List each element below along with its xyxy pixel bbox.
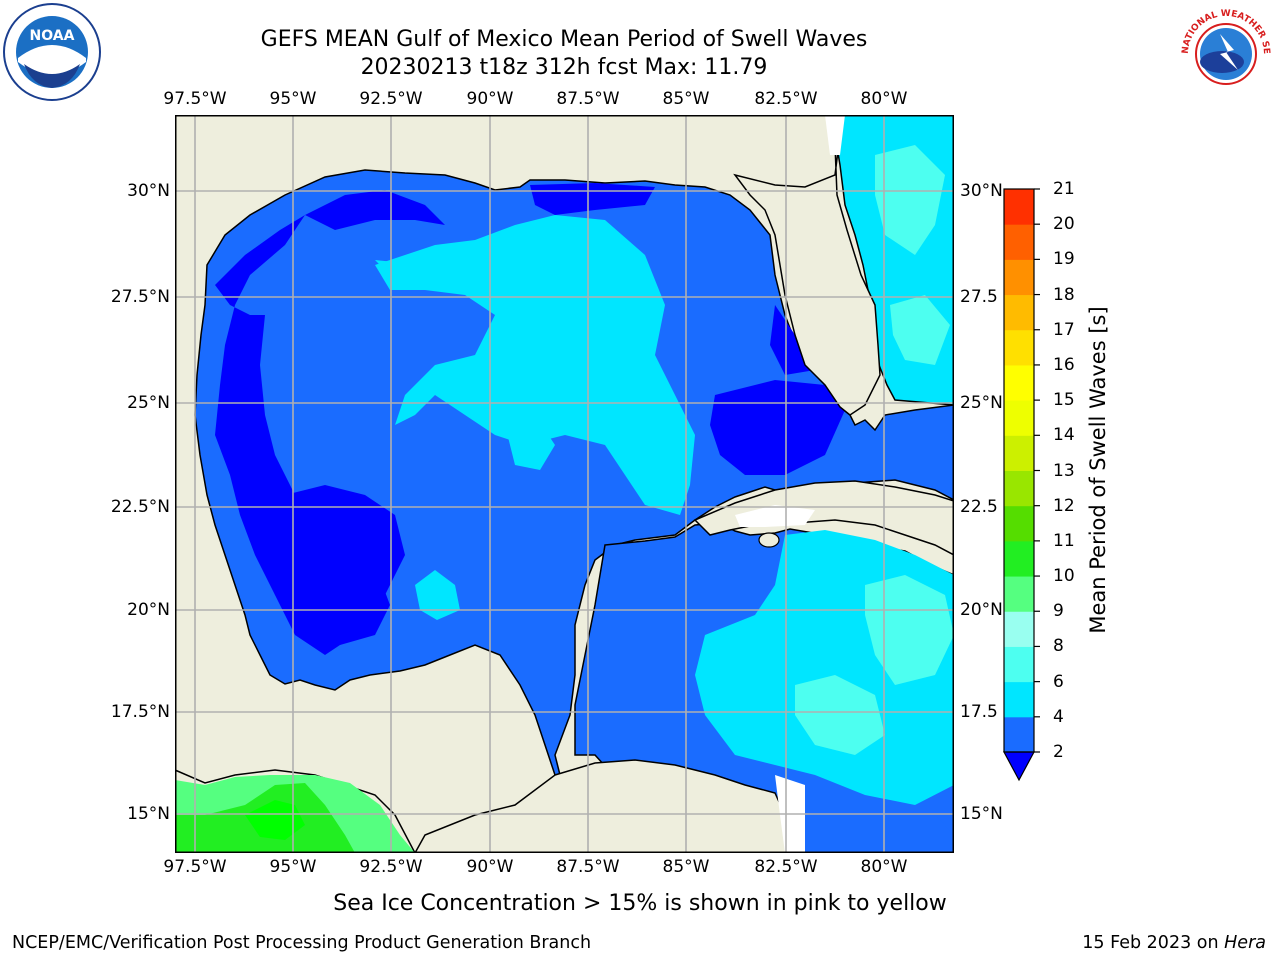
lon-label-bottom: 80°W: [860, 857, 908, 877]
map-gridlines: [175, 115, 954, 853]
gulf-ocean-region: [194, 169, 954, 776]
lat-label-right: 27.5: [960, 287, 998, 307]
colorbar-tick-label: 10: [1053, 566, 1075, 587]
map-frame: [175, 115, 954, 853]
isla-juventud-land: [758, 532, 780, 548]
lat-label-left: 30°N: [127, 181, 170, 201]
colorbar-title: Mean Period of Swell Waves [s]: [1086, 306, 1110, 634]
colorbar-tick-label: 11: [1053, 530, 1075, 551]
colorbar-tick-label: 8: [1053, 636, 1064, 657]
lon-label-bottom: 97.5°W: [163, 857, 227, 877]
lat-label-left: 27.5°N: [110, 287, 170, 307]
lon-label-top: 95°W: [269, 89, 317, 109]
colorbar-tick-label: 2: [1053, 742, 1064, 762]
lat-label-right: 22.5: [960, 497, 998, 517]
lon-label-top: 80°W: [860, 89, 908, 109]
map-title: GEFS MEAN Gulf of Mexico Mean Period of …: [260, 27, 868, 52]
colorbar-segment: [1004, 224, 1034, 260]
colorbar-segment: [1004, 611, 1034, 647]
colorbar-segment: [1004, 259, 1034, 296]
lat-label-left: 17.5°N: [110, 702, 170, 722]
colorbar-segment: [1004, 435, 1034, 471]
footer-branch: NCEP/EMC/Verification Post Processing Pr…: [12, 933, 592, 953]
swell-period-map: [175, 115, 954, 853]
colorbar-tick-label: 16: [1053, 354, 1075, 375]
colorbar-segment: [1004, 576, 1034, 612]
colorbar: [1000, 185, 1080, 785]
colorbar-tick-label: 15: [1053, 390, 1075, 411]
colorbar-tick-label: 14: [1053, 425, 1075, 446]
lon-label-bottom: 82.5°W: [754, 857, 818, 877]
deep-blue-southwest-patch: [270, 485, 405, 655]
mid-blue-caribbean-south: [805, 795, 954, 853]
colorbar-segment: [1004, 681, 1034, 718]
colorbar-segment: [1004, 400, 1034, 436]
colorbar-tick-label: 17: [1053, 319, 1075, 340]
colorbar-segment: [1004, 470, 1034, 507]
lon-label-bottom: 92.5°W: [359, 857, 423, 877]
colorbar-segment: [1004, 505, 1034, 542]
lat-label-right: 20°N: [960, 600, 1003, 620]
deep-blue-northern-band: [305, 190, 445, 230]
colorbar-tick-label: 9: [1053, 601, 1064, 622]
colorbar-tick-label: 4: [1053, 706, 1064, 727]
colorbar-segment: [1004, 364, 1034, 401]
colorbar-segment: [1004, 540, 1034, 577]
lat-label-left: 15°N: [127, 804, 170, 824]
national-weather-service-logo: NATIONAL WEATHER SERVICE: [1173, 0, 1276, 100]
no-data-patch: [825, 115, 845, 155]
lon-label-top: 92.5°W: [359, 89, 423, 109]
lat-label-right: 30°N: [960, 181, 1003, 201]
footer-machine: Hera: [1224, 933, 1266, 953]
lon-label-top: 97.5°W: [163, 89, 227, 109]
colorbar-tick-label: 12: [1053, 495, 1075, 516]
lon-label-top: 87.5°W: [556, 89, 620, 109]
colorbar-segment: [1004, 646, 1034, 683]
no-data-patch: [735, 505, 815, 527]
colorbar-extend-triangle: [1002, 751, 1036, 782]
lat-label-left: 20°N: [127, 600, 170, 620]
cyan-north-patch: [375, 255, 495, 285]
lon-label-top: 82.5°W: [754, 89, 818, 109]
cyan-west-patch: [415, 570, 460, 620]
light-cyan-atlantic-patch: [890, 295, 950, 365]
lat-label-left: 25°N: [127, 393, 170, 413]
colorbar-tick-label: 21: [1053, 179, 1075, 199]
light-cyan-atlantic-patch: [875, 145, 945, 255]
lon-label-top: 85°W: [662, 89, 710, 109]
colorbar-tick-label: 20: [1053, 214, 1075, 235]
lon-label-bottom: 85°W: [662, 857, 710, 877]
map-subtitle: 20230213 t18z 312h fcst Max: 11.79: [360, 55, 768, 80]
sea-ice-note: Sea Ice Concentration > 15% is shown in …: [333, 891, 947, 916]
footer-date: 15 Feb 2023 on Hera: [1082, 933, 1266, 953]
colorbar-tick-label: 19: [1053, 249, 1075, 270]
lon-label-bottom: 90°W: [466, 857, 514, 877]
cyan-central-plume: [375, 215, 695, 515]
light-cyan-caribbean-patch: [795, 675, 885, 755]
lon-label-top: 90°W: [466, 89, 514, 109]
noaa-logo-text: NOAA: [30, 28, 75, 44]
lat-label-right: 17.5: [960, 702, 998, 722]
colorbar-segment: [1004, 189, 1034, 225]
light-cyan-caribbean-patch: [865, 575, 954, 685]
noaa-logo: NOAA: [2, 2, 102, 102]
colorbar-segment: [1004, 329, 1034, 366]
colorbar-segment: [1004, 294, 1034, 331]
pacific-green-core: [245, 800, 305, 840]
lat-label-left: 22.5°N: [110, 497, 170, 517]
colorbar-segment: [1004, 716, 1034, 753]
lon-label-bottom: 95°W: [269, 857, 317, 877]
lon-label-bottom: 87.5°W: [556, 857, 620, 877]
cyan-south-channel: [505, 415, 555, 470]
lat-label-right: 25°N: [960, 393, 1003, 413]
colorbar-tick-label: 6: [1053, 671, 1064, 692]
colorbar-tick-label: 13: [1053, 460, 1075, 481]
lat-label-right: 15°N: [960, 804, 1003, 824]
footer-date-text: 15 Feb 2023 on: [1082, 933, 1225, 953]
colorbar-tick-label: 18: [1053, 284, 1075, 305]
